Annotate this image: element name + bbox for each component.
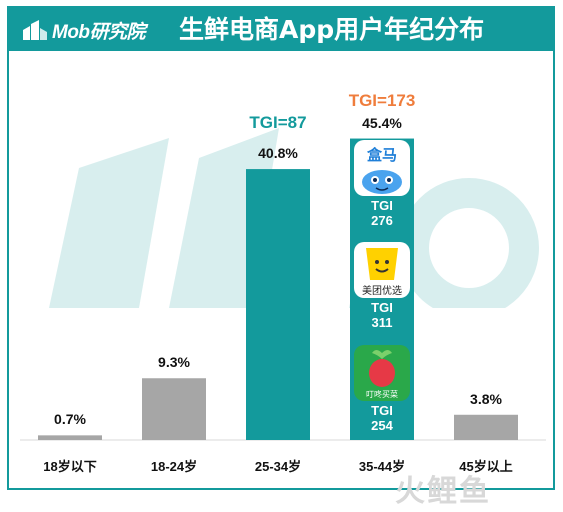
svg-text:盒马: 盒马 — [366, 146, 397, 164]
logo-text: Mob研究院 — [52, 21, 146, 43]
brand-tgi-label-0: TGI — [371, 198, 393, 213]
bar-2 — [246, 169, 310, 440]
brand-tgi-label-2: TGI — [371, 403, 393, 418]
hema-app-icon: 盒马 — [354, 140, 410, 196]
value-label-2: 40.8% — [258, 145, 298, 162]
brand-tgi-value-2: 254 — [371, 418, 393, 433]
brand-tgi-2: TGI 254 — [371, 403, 393, 433]
brand-block-2: 叮咚买菜 TGI 254 — [352, 345, 412, 433]
category-label-4: 45岁以上 — [459, 459, 513, 474]
category-label-0: 18岁以下 — [43, 459, 97, 474]
category-label-1: 18-24岁 — [150, 459, 198, 474]
brand-tgi-value-1: 311 — [371, 315, 393, 330]
brand-tgi-1: TGI 311 — [371, 300, 393, 330]
bar-4 — [454, 414, 518, 440]
dingdong-maicai-app-icon: 叮咚买菜 — [354, 345, 410, 401]
svg-text:叮咚买菜: 叮咚买菜 — [366, 389, 398, 399]
value-label-0: 0.7% — [54, 411, 86, 428]
meituan-youxuan-app-icon: 美团优选 — [354, 242, 410, 298]
value-label-1: 9.3% — [158, 354, 190, 371]
bar-0 — [38, 435, 102, 440]
brand-block-1: 美团优选 TGI 311 — [352, 242, 412, 330]
svg-text:美团优选: 美团优选 — [362, 284, 402, 297]
tgi-label-25-34: TGI=87 — [249, 113, 307, 133]
brand-tgi-0: TGI 276 — [371, 198, 393, 228]
value-label-4: 3.8% — [470, 390, 502, 407]
category-label-2: 25-34岁 — [254, 459, 302, 474]
brand-tgi-label-1: TGI — [371, 300, 393, 315]
tgi-label-35-44: TGI=173 — [348, 90, 416, 110]
mob-logo-icon — [23, 20, 47, 40]
bar-1 — [142, 378, 206, 440]
category-label-3: 35-44岁 — [358, 459, 406, 474]
mob-logo: Mob研究院 — [21, 16, 146, 44]
chart-title: 生鲜电商App用户年纪分布 — [179, 15, 485, 44]
footer-watermark: 火鲤鱼 — [395, 475, 491, 508]
header-bar: Mob研究院 生鲜电商App用户年纪分布 — [9, 8, 553, 51]
brand-tgi-value-0: 276 — [371, 213, 393, 228]
value-label-3: 45.4% — [362, 114, 402, 131]
brand-block-0: 盒马 TGI 276 — [352, 140, 412, 228]
